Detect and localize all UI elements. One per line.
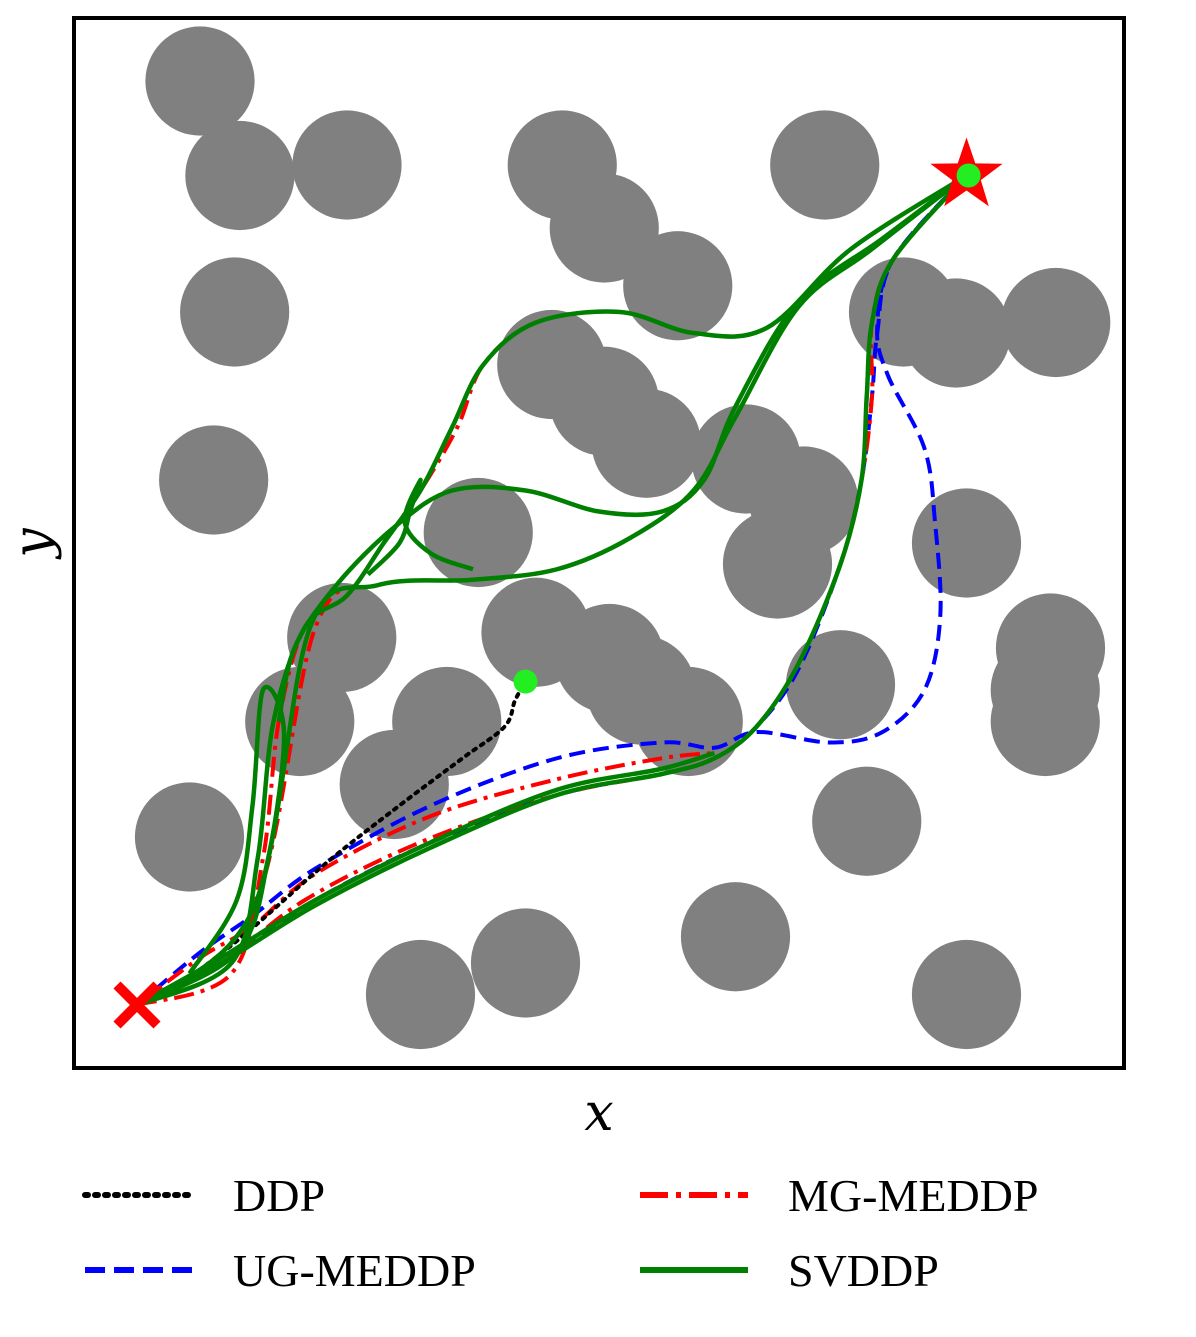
obstacle-6 xyxy=(623,231,733,341)
series-svddp-path-5 xyxy=(276,173,968,722)
markers-layer xyxy=(113,137,1003,1029)
obstacle-18 xyxy=(159,425,269,535)
obstacle-10 xyxy=(901,278,1011,388)
endpoint-dot-2 xyxy=(513,669,538,694)
obstacle-29 xyxy=(785,630,896,740)
series-svddp-path-2 xyxy=(135,750,716,1007)
legend-label-mg-meddp: MG-MEDDP xyxy=(788,1170,1038,1221)
obstacle-37 xyxy=(365,939,476,1050)
obstacle-36 xyxy=(470,908,581,1018)
obstacle-8 xyxy=(180,257,290,367)
legend: DDP MG-MEDDP UG-MEDDP SVDDP xyxy=(82,1170,1038,1296)
obstacles-layer xyxy=(134,26,1111,1050)
obstacle-20 xyxy=(911,488,1022,598)
plot-frame xyxy=(72,16,1126,1070)
obstacle-35 xyxy=(680,882,791,992)
obstacle-33 xyxy=(134,782,245,892)
obstacle-19 xyxy=(423,477,533,588)
obstacle-11 xyxy=(1001,267,1111,378)
series-mg-meddp-path-2 xyxy=(135,751,715,1007)
legend-item-ug-meddp: UG-MEDDP xyxy=(85,1245,476,1296)
series-svddp-path-1 xyxy=(135,174,969,1008)
legend-item-svddp: SVDDP xyxy=(640,1245,939,1296)
endpoint-dot-1 xyxy=(956,163,981,188)
series-layer xyxy=(135,173,969,1008)
obstacle-2 xyxy=(185,120,295,231)
obstacle-5 xyxy=(549,173,659,283)
legend-label-svddp: SVDDP xyxy=(788,1245,939,1296)
start-marker xyxy=(113,981,161,1029)
obstacle-17 xyxy=(722,509,833,619)
series-svddp-path-3 xyxy=(136,173,968,1008)
legend-label-ug-meddp: UG-MEDDP xyxy=(233,1245,476,1296)
series-svddp-path-6 xyxy=(366,477,474,577)
legend-item-ddp: DDP xyxy=(82,1170,325,1221)
plot-area xyxy=(72,16,1126,1070)
obstacle-7 xyxy=(770,110,880,220)
y-axis-label: y xyxy=(3,528,63,560)
x-axis-label: x xyxy=(584,1083,613,1143)
series-ug-meddp-path-2 xyxy=(135,174,969,1007)
obstacle-14 xyxy=(591,388,701,498)
legend-label-ddp: DDP xyxy=(233,1170,325,1221)
obstacle-32 xyxy=(990,666,1100,777)
obstacle-1 xyxy=(145,26,255,136)
start-marker-stroke-2 xyxy=(113,981,161,1029)
obstacle-3 xyxy=(292,110,402,220)
obstacle-38 xyxy=(911,939,1022,1050)
legend-item-mg-meddp: MG-MEDDP xyxy=(640,1170,1038,1221)
series-svddp-path-7 xyxy=(135,684,287,1008)
obstacle-34 xyxy=(812,766,922,876)
